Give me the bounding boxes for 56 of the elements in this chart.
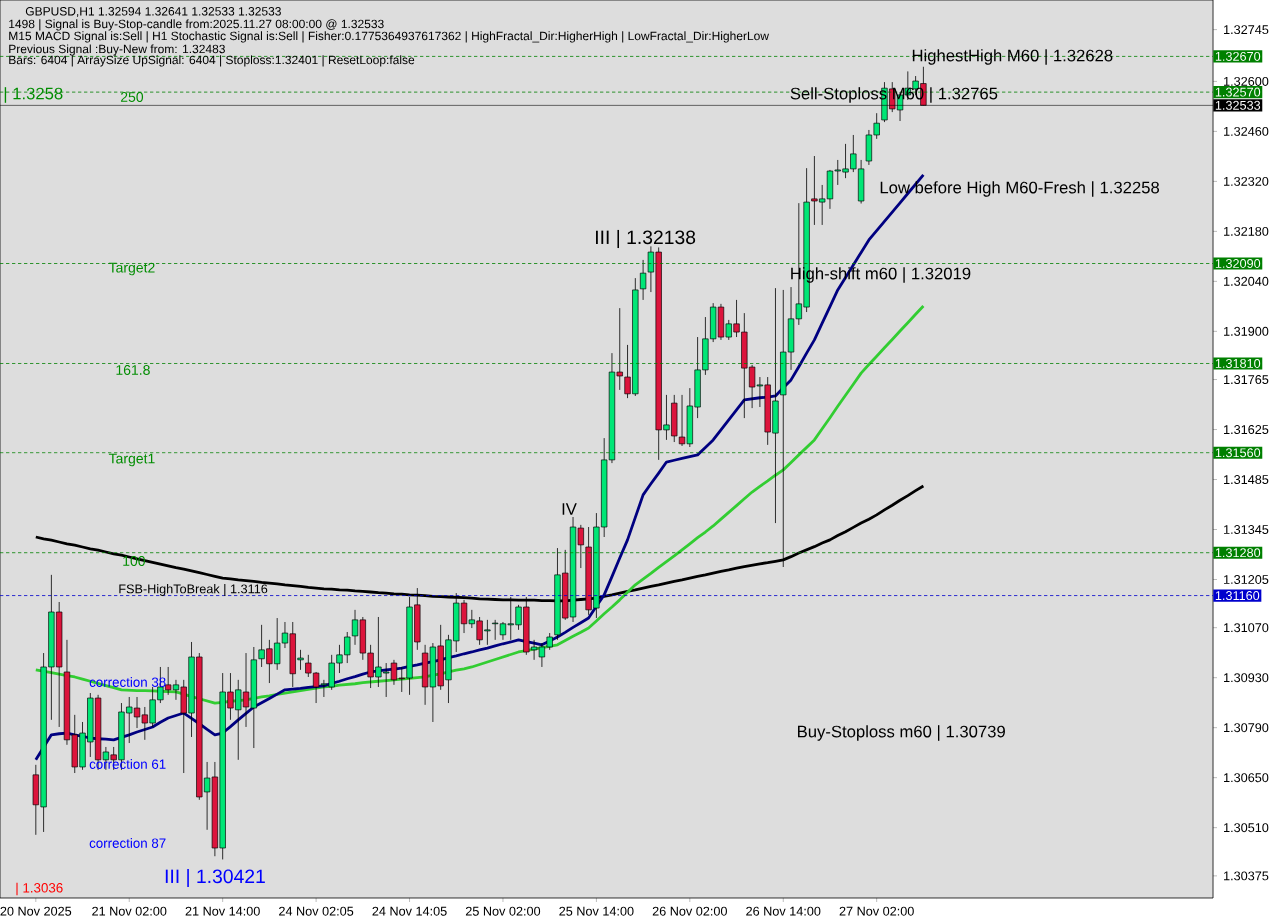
annotation: Previous Signal :Buy-New from: 1.32483 — [9, 44, 225, 56]
x-tick-label: 20 Nov 2025 — [0, 906, 72, 916]
x-tick-label: 26 Nov 02:00 — [652, 906, 727, 916]
x-tick-label: 21 Nov 14:00 — [185, 906, 260, 916]
annotation: correction 87 — [89, 838, 166, 848]
x-tick-label: 24 Nov 02:05 — [279, 906, 354, 916]
y-tick-label: 1.31485 — [1224, 475, 1269, 485]
y-tick-label: 1.31900 — [1224, 326, 1269, 336]
ref-line-label: 1.31810 — [1215, 358, 1261, 368]
y-tick-label: 1.30650 — [1224, 773, 1269, 783]
x-tick-label: 25 Nov 02:00 — [465, 906, 541, 916]
y-tick-label: 1.32180 — [1224, 226, 1269, 236]
y-tick-label: 1.30375 — [1224, 871, 1269, 881]
ref-line-label: 1.31560 — [1215, 448, 1261, 458]
annotation: 250 — [120, 92, 144, 102]
y-tick-label: 1.31765 — [1224, 375, 1269, 385]
annotation: M15 MACD Signal is:Sell | H1 Stochastic Signal is:Sell | Fisher:0.1775364937617362 | HighFractal_Dir:HigherHigh | LowFractal_Dir:HigherLow — [9, 31, 769, 43]
y-tick-label: 1.31070 — [1224, 623, 1269, 633]
annotation: III | 1.30421 — [165, 868, 265, 888]
x-tick-label: 26 Nov 14:00 — [746, 906, 821, 916]
annotation: 1498 | Signal is Buy-Stop-candle from:2025.11.27 08:00:00 @ 1.32533 — [9, 19, 384, 31]
x-tick-label: 25 Nov 14:00 — [559, 906, 634, 916]
annotation: | 1.3036 — [16, 882, 63, 896]
annotation: | 1.3258 — [4, 87, 63, 103]
y-tick-label: 1.32600 — [1224, 76, 1269, 86]
ref-line-label: 1.32090 — [1215, 259, 1261, 268]
annotation: HighestHigh M60 | 1.32628 — [912, 49, 1113, 65]
annotation: Target2 — [108, 262, 155, 276]
y-tick-label: 1.30790 — [1224, 723, 1269, 733]
x-tick-label: 24 Nov 14:05 — [372, 906, 447, 916]
y-tick-label: 1.32320 — [1224, 176, 1269, 186]
y-tick-label: 1.32460 — [1224, 126, 1269, 136]
ref-line-label: 1.31280 — [1215, 548, 1261, 558]
y-tick-label: 1.32745 — [1224, 25, 1269, 35]
annotation: Target1 — [108, 453, 155, 467]
y-tick-label: 1.31345 — [1224, 525, 1269, 534]
annotation: Low before High M60-Fresh | 1.32258 — [880, 181, 1160, 197]
annotation: FSB-HighToBreak | 1.3116 — [119, 584, 268, 596]
ref-line-label: 1.31160 — [1215, 591, 1260, 601]
y-tick-label: 1.31625 — [1224, 425, 1269, 435]
ref-line-label: 1.32533 — [1215, 100, 1261, 110]
chart-title: GBPUSD,H1 1.32594 1.32641 1.32533 1.32533 — [25, 7, 281, 17]
annotation: Bars: 6404 | ArraySize UpSignal: 6404 | Stoploss:1.32401 | ResetLoop:false — [9, 55, 415, 67]
x-tick-label: 21 Nov 02:00 — [92, 906, 167, 916]
ref-line-label: 1.32670 — [1215, 51, 1261, 61]
annotation: 100 — [123, 556, 146, 566]
ref-line-label: 1.32570 — [1215, 87, 1261, 97]
annotation: III | 1.32138 — [596, 229, 696, 249]
annotation: Buy-Stoploss m60 | 1.30739 — [798, 725, 1005, 741]
x-tick-label: 27 Nov 02:00 — [839, 906, 914, 916]
y-tick-label: 1.31205 — [1224, 575, 1269, 584]
y-tick-label: 1.30930 — [1224, 673, 1269, 683]
y-tick-label: 1.32040 — [1224, 276, 1269, 286]
y-tick-label: 1.30510 — [1224, 823, 1269, 833]
annotation: 161.8 — [116, 365, 150, 375]
annotation: IV — [562, 503, 577, 515]
